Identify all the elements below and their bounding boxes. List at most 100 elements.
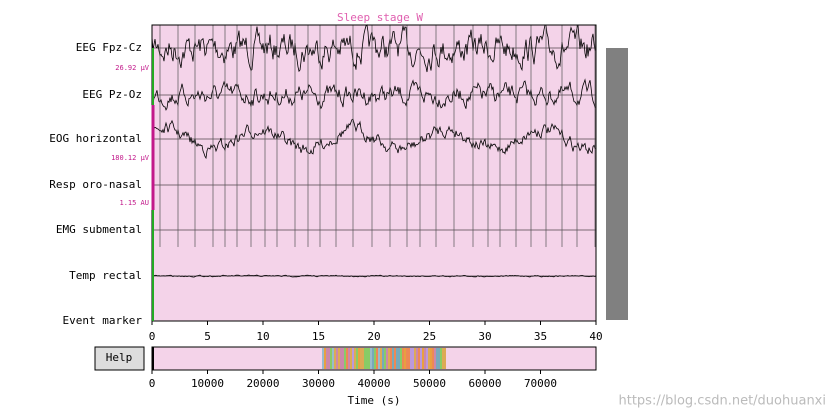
stripe (336, 348, 338, 369)
stripe (346, 348, 348, 369)
stripe (366, 348, 368, 369)
stripe (432, 348, 434, 369)
stripe (424, 348, 426, 369)
stripe (330, 348, 332, 369)
x-tick-label: 20 (367, 330, 380, 343)
channel-label: Resp oro-nasal (49, 178, 142, 191)
stripe (340, 348, 342, 369)
stripe (350, 348, 352, 369)
x-tick-label: 30 (478, 330, 491, 343)
stripe (334, 348, 336, 369)
stripe (418, 348, 420, 369)
overview-tick-label: 70000 (524, 377, 557, 390)
stripe (408, 348, 410, 369)
stripe (358, 348, 360, 369)
channel-label: EMG submental (56, 223, 142, 236)
stripe (380, 348, 382, 369)
stripe (404, 348, 406, 369)
stripe (326, 348, 328, 369)
stripe (430, 348, 432, 369)
stripe (410, 348, 412, 369)
signal-trace (151, 78, 597, 111)
stripe (352, 348, 354, 369)
stripe (396, 348, 398, 369)
stripe (440, 348, 442, 369)
stripe (406, 348, 408, 369)
stripe (428, 348, 430, 369)
stripe (342, 348, 344, 369)
stripe (426, 348, 428, 369)
stripe (332, 348, 334, 369)
help-button[interactable] (94, 346, 145, 371)
stripe (376, 348, 378, 369)
stripe (344, 348, 346, 369)
x-tick-label: 40 (589, 330, 602, 343)
overview-tick-label: 60000 (468, 377, 501, 390)
stripe (322, 348, 324, 369)
overview-tick-label: 50000 (413, 377, 446, 390)
channel-label: Temp rectal (69, 269, 142, 282)
stripe (356, 348, 358, 369)
scale-label: 180.12 μV (111, 154, 150, 162)
x-tick-label: 35 (534, 330, 547, 343)
x-tick-label: 25 (423, 330, 436, 343)
stripe (390, 348, 392, 369)
stripe (444, 348, 446, 369)
watermark: https://blog.csdn.net/duohuanxi (619, 394, 827, 409)
scrollbar[interactable] (606, 48, 628, 320)
stripe (402, 348, 404, 369)
help-label[interactable]: Help (106, 351, 133, 364)
stripe (370, 348, 372, 369)
overview-tick-label: 10000 (191, 377, 224, 390)
stripe (368, 348, 370, 369)
overview-tick-label: 20000 (246, 377, 279, 390)
channel-label: EEG Pz-Oz (82, 88, 142, 101)
stripe (364, 348, 366, 369)
stripe (360, 348, 362, 369)
stripe (416, 348, 418, 369)
title: Sleep stage W (337, 11, 423, 24)
stripe (374, 348, 376, 369)
overview-tick-label: 0 (149, 377, 156, 390)
stripe (378, 348, 380, 369)
stripe (400, 348, 402, 369)
x-axis-label: Time (s) (348, 394, 401, 407)
plot-area (152, 25, 596, 321)
x-tick-label: 10 (256, 330, 269, 343)
stripe (328, 348, 330, 369)
overview-tick-label: 30000 (302, 377, 335, 390)
channel-label: EOG horizontal (49, 132, 142, 145)
stripe (386, 348, 388, 369)
stripe (348, 348, 350, 369)
stripe (438, 348, 440, 369)
stripe (354, 348, 356, 369)
stripe (420, 348, 422, 369)
x-tick-label: 15 (312, 330, 325, 343)
stripe (414, 348, 416, 369)
channel-label: EEG Fpz-Cz (76, 41, 142, 54)
signal-trace (151, 118, 597, 160)
stripe (392, 348, 394, 369)
stripe (338, 348, 340, 369)
x-tick-label: 5 (204, 330, 211, 343)
stripe (382, 348, 384, 369)
signal-trace (151, 24, 597, 73)
x-tick-label: 0 (149, 330, 156, 343)
stripe (372, 348, 374, 369)
stripe (388, 348, 390, 369)
stripe (362, 348, 364, 369)
overview-stripes (152, 347, 446, 370)
stripe (442, 348, 444, 369)
stripe (422, 348, 424, 369)
stripe (434, 348, 436, 369)
stripe (412, 348, 414, 369)
stripe (384, 348, 386, 369)
signal-trace (151, 274, 597, 278)
stripe (324, 348, 326, 369)
scale-label: 26.92 μV (115, 64, 150, 72)
overview-tick-label: 40000 (357, 377, 390, 390)
channel-label: Event marker (63, 314, 143, 327)
stripe (436, 348, 438, 369)
stripe (398, 348, 400, 369)
